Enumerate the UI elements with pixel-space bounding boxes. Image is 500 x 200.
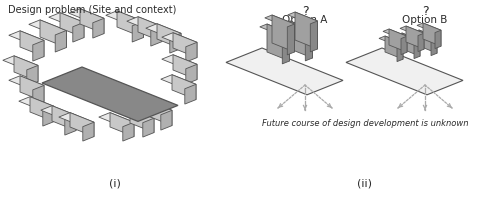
Polygon shape: [29, 21, 66, 36]
Polygon shape: [40, 21, 66, 48]
Polygon shape: [43, 107, 54, 126]
Polygon shape: [306, 31, 312, 62]
Polygon shape: [226, 49, 343, 95]
Polygon shape: [260, 25, 290, 37]
Polygon shape: [170, 34, 181, 54]
Polygon shape: [267, 25, 289, 62]
Polygon shape: [69, 10, 104, 24]
Polygon shape: [127, 18, 162, 32]
Polygon shape: [143, 119, 154, 137]
Polygon shape: [59, 113, 94, 127]
Text: Option A: Option A: [282, 15, 328, 25]
Polygon shape: [162, 34, 197, 48]
Polygon shape: [346, 49, 463, 95]
Polygon shape: [419, 31, 437, 54]
Polygon shape: [157, 25, 181, 49]
Polygon shape: [110, 113, 134, 137]
Polygon shape: [295, 13, 318, 50]
Polygon shape: [93, 19, 104, 39]
Polygon shape: [161, 111, 172, 130]
Polygon shape: [379, 37, 403, 46]
Polygon shape: [288, 13, 318, 25]
Polygon shape: [283, 22, 312, 34]
Text: ?: ?: [422, 5, 428, 18]
Polygon shape: [396, 34, 420, 43]
Polygon shape: [423, 24, 441, 47]
Polygon shape: [402, 34, 420, 57]
Polygon shape: [73, 23, 84, 43]
Polygon shape: [33, 86, 44, 107]
Polygon shape: [186, 43, 197, 63]
Polygon shape: [60, 14, 84, 38]
Polygon shape: [290, 22, 312, 59]
Polygon shape: [83, 123, 94, 141]
Polygon shape: [55, 31, 66, 53]
Text: (i): (i): [109, 178, 121, 188]
Polygon shape: [414, 41, 420, 59]
Polygon shape: [406, 27, 424, 50]
Polygon shape: [3, 57, 38, 71]
Polygon shape: [172, 75, 196, 100]
Polygon shape: [9, 76, 44, 90]
Polygon shape: [20, 32, 44, 57]
Polygon shape: [130, 109, 154, 133]
Text: Design problem (Site and context): Design problem (Site and context): [8, 5, 176, 15]
Polygon shape: [80, 10, 104, 34]
Text: (ii): (ii): [358, 178, 372, 188]
Polygon shape: [265, 16, 294, 28]
Polygon shape: [413, 31, 437, 40]
Polygon shape: [435, 31, 441, 49]
Polygon shape: [137, 101, 172, 115]
Polygon shape: [49, 14, 84, 28]
Polygon shape: [106, 12, 144, 27]
Polygon shape: [272, 16, 294, 53]
Text: Option B: Option B: [402, 15, 448, 25]
Polygon shape: [132, 22, 143, 43]
Polygon shape: [20, 76, 44, 102]
Polygon shape: [173, 55, 197, 80]
Text: ?: ?: [302, 5, 308, 18]
Polygon shape: [148, 101, 172, 126]
Polygon shape: [389, 30, 407, 53]
Polygon shape: [117, 12, 143, 38]
Polygon shape: [397, 44, 403, 62]
Polygon shape: [385, 37, 403, 60]
Polygon shape: [41, 106, 76, 120]
Polygon shape: [9, 32, 44, 46]
Polygon shape: [30, 97, 54, 122]
Polygon shape: [161, 75, 196, 89]
Polygon shape: [119, 109, 154, 123]
Polygon shape: [146, 25, 181, 39]
Polygon shape: [186, 65, 197, 85]
Polygon shape: [33, 41, 44, 62]
Polygon shape: [288, 25, 294, 56]
Polygon shape: [70, 113, 94, 137]
Polygon shape: [185, 85, 196, 105]
Polygon shape: [138, 18, 162, 42]
Polygon shape: [14, 57, 38, 82]
Polygon shape: [52, 106, 76, 131]
Polygon shape: [42, 68, 178, 122]
Polygon shape: [431, 38, 437, 56]
Polygon shape: [27, 66, 38, 87]
Polygon shape: [400, 27, 424, 36]
Polygon shape: [282, 34, 290, 65]
Polygon shape: [418, 34, 424, 52]
Polygon shape: [173, 34, 197, 58]
Text: Future course of design development is unknown: Future course of design development is u…: [262, 118, 468, 127]
Polygon shape: [417, 24, 441, 33]
Polygon shape: [162, 55, 197, 69]
Polygon shape: [401, 37, 407, 55]
Polygon shape: [310, 22, 318, 53]
Polygon shape: [99, 113, 134, 127]
Polygon shape: [19, 97, 54, 111]
Polygon shape: [65, 116, 76, 135]
Polygon shape: [151, 27, 162, 47]
Polygon shape: [383, 30, 407, 39]
Polygon shape: [123, 123, 134, 141]
